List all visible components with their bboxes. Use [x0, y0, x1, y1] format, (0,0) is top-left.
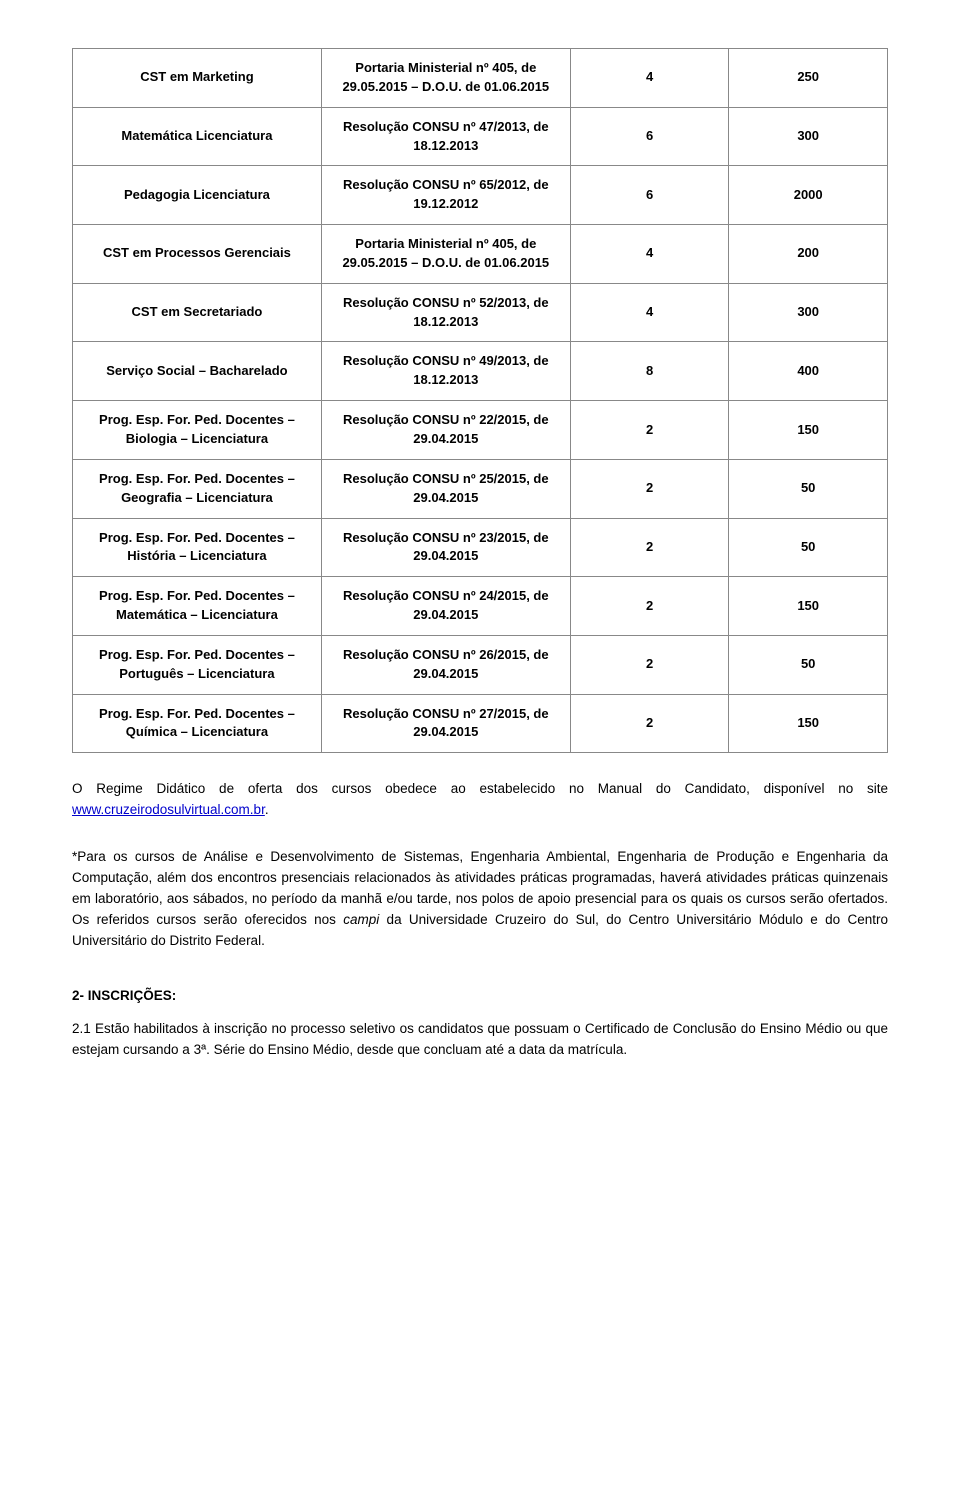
- table-cell: 300: [729, 283, 888, 342]
- table-cell: 50: [729, 459, 888, 518]
- campi-italic: campi: [343, 912, 379, 927]
- courses-table: CST em MarketingPortaria Ministerial nº …: [72, 48, 888, 753]
- table-cell: 2: [570, 518, 729, 577]
- table-cell: Prog. Esp. For. Ped. Docentes – Química …: [73, 694, 322, 753]
- table-cell: Prog. Esp. For. Ped. Docentes – Matemáti…: [73, 577, 322, 636]
- table-cell: Resolução CONSU nº 22/2015, de 29.04.201…: [321, 401, 570, 460]
- table-cell: 2: [570, 401, 729, 460]
- regime-text-b: .: [265, 802, 269, 817]
- table-cell: 2: [570, 459, 729, 518]
- table-cell: Resolução CONSU nº 49/2013, de 18.12.201…: [321, 342, 570, 401]
- table-cell: Serviço Social – Bacharelado: [73, 342, 322, 401]
- table-cell: 8: [570, 342, 729, 401]
- regime-paragraph: O Regime Didático de oferta dos cursos o…: [72, 779, 888, 821]
- table-cell: Pedagogia Licenciatura: [73, 166, 322, 225]
- regime-text-a: O Regime Didático de oferta dos cursos o…: [72, 781, 888, 796]
- table-cell: Resolução CONSU nº 24/2015, de 29.04.201…: [321, 577, 570, 636]
- table-cell: Prog. Esp. For. Ped. Docentes – História…: [73, 518, 322, 577]
- table-row: Prog. Esp. For. Ped. Docentes – História…: [73, 518, 888, 577]
- table-cell: 6: [570, 166, 729, 225]
- table-cell: 50: [729, 518, 888, 577]
- table-cell: CST em Processos Gerenciais: [73, 225, 322, 284]
- table-cell: 2: [570, 635, 729, 694]
- table-cell: Portaria Ministerial nº 405, de 29.05.20…: [321, 225, 570, 284]
- table-cell: 200: [729, 225, 888, 284]
- table-row: Serviço Social – BachareladoResolução CO…: [73, 342, 888, 401]
- table-cell: Resolução CONSU nº 65/2012, de 19.12.201…: [321, 166, 570, 225]
- table-cell: 250: [729, 49, 888, 108]
- table-cell: Resolução CONSU nº 25/2015, de 29.04.201…: [321, 459, 570, 518]
- table-cell: 150: [729, 694, 888, 753]
- table-cell: Resolução CONSU nº 47/2013, de 18.12.201…: [321, 107, 570, 166]
- asterisk-paragraph: *Para os cursos de Análise e Desenvolvim…: [72, 847, 888, 952]
- table-cell: Resolução CONSU nº 26/2015, de 29.04.201…: [321, 635, 570, 694]
- table-cell: CST em Secretariado: [73, 283, 322, 342]
- table-cell: 300: [729, 107, 888, 166]
- table-cell: Prog. Esp. For. Ped. Docentes – Biologia…: [73, 401, 322, 460]
- table-row: Prog. Esp. For. Ped. Docentes – Biologia…: [73, 401, 888, 460]
- table-cell: 400: [729, 342, 888, 401]
- section-2-paragraph: 2.1 Estão habilitados à inscrição no pro…: [72, 1019, 888, 1061]
- table-cell: 6: [570, 107, 729, 166]
- table-cell: 4: [570, 49, 729, 108]
- table-cell: 150: [729, 401, 888, 460]
- table-cell: Resolução CONSU nº 27/2015, de 29.04.201…: [321, 694, 570, 753]
- table-row: Matemática LicenciaturaResolução CONSU n…: [73, 107, 888, 166]
- table-row: CST em MarketingPortaria Ministerial nº …: [73, 49, 888, 108]
- table-cell: 4: [570, 225, 729, 284]
- table-cell: 50: [729, 635, 888, 694]
- table-cell: Matemática Licenciatura: [73, 107, 322, 166]
- table-cell: 2: [570, 694, 729, 753]
- table-cell: 2: [570, 577, 729, 636]
- table-cell: 2000: [729, 166, 888, 225]
- table-row: Prog. Esp. For. Ped. Docentes – Química …: [73, 694, 888, 753]
- table-cell: 4: [570, 283, 729, 342]
- table-cell: CST em Marketing: [73, 49, 322, 108]
- table-row: Prog. Esp. For. Ped. Docentes – Portuguê…: [73, 635, 888, 694]
- table-row: Prog. Esp. For. Ped. Docentes – Geografi…: [73, 459, 888, 518]
- table-row: CST em SecretariadoResolução CONSU nº 52…: [73, 283, 888, 342]
- table-row: Pedagogia LicenciaturaResolução CONSU nº…: [73, 166, 888, 225]
- table-row: Prog. Esp. For. Ped. Docentes – Matemáti…: [73, 577, 888, 636]
- table-cell: Prog. Esp. For. Ped. Docentes – Geografi…: [73, 459, 322, 518]
- table-cell: 150: [729, 577, 888, 636]
- section-2-title: 2- INSCRIÇÕES:: [72, 986, 888, 1006]
- table-cell: Prog. Esp. For. Ped. Docentes – Portuguê…: [73, 635, 322, 694]
- site-link[interactable]: www.cruzeirodosulvirtual.com.br: [72, 802, 265, 817]
- table-cell: Portaria Ministerial nº 405, de 29.05.20…: [321, 49, 570, 108]
- table-cell: Resolução CONSU nº 23/2015, de 29.04.201…: [321, 518, 570, 577]
- table-cell: Resolução CONSU nº 52/2013, de 18.12.201…: [321, 283, 570, 342]
- table-row: CST em Processos GerenciaisPortaria Mini…: [73, 225, 888, 284]
